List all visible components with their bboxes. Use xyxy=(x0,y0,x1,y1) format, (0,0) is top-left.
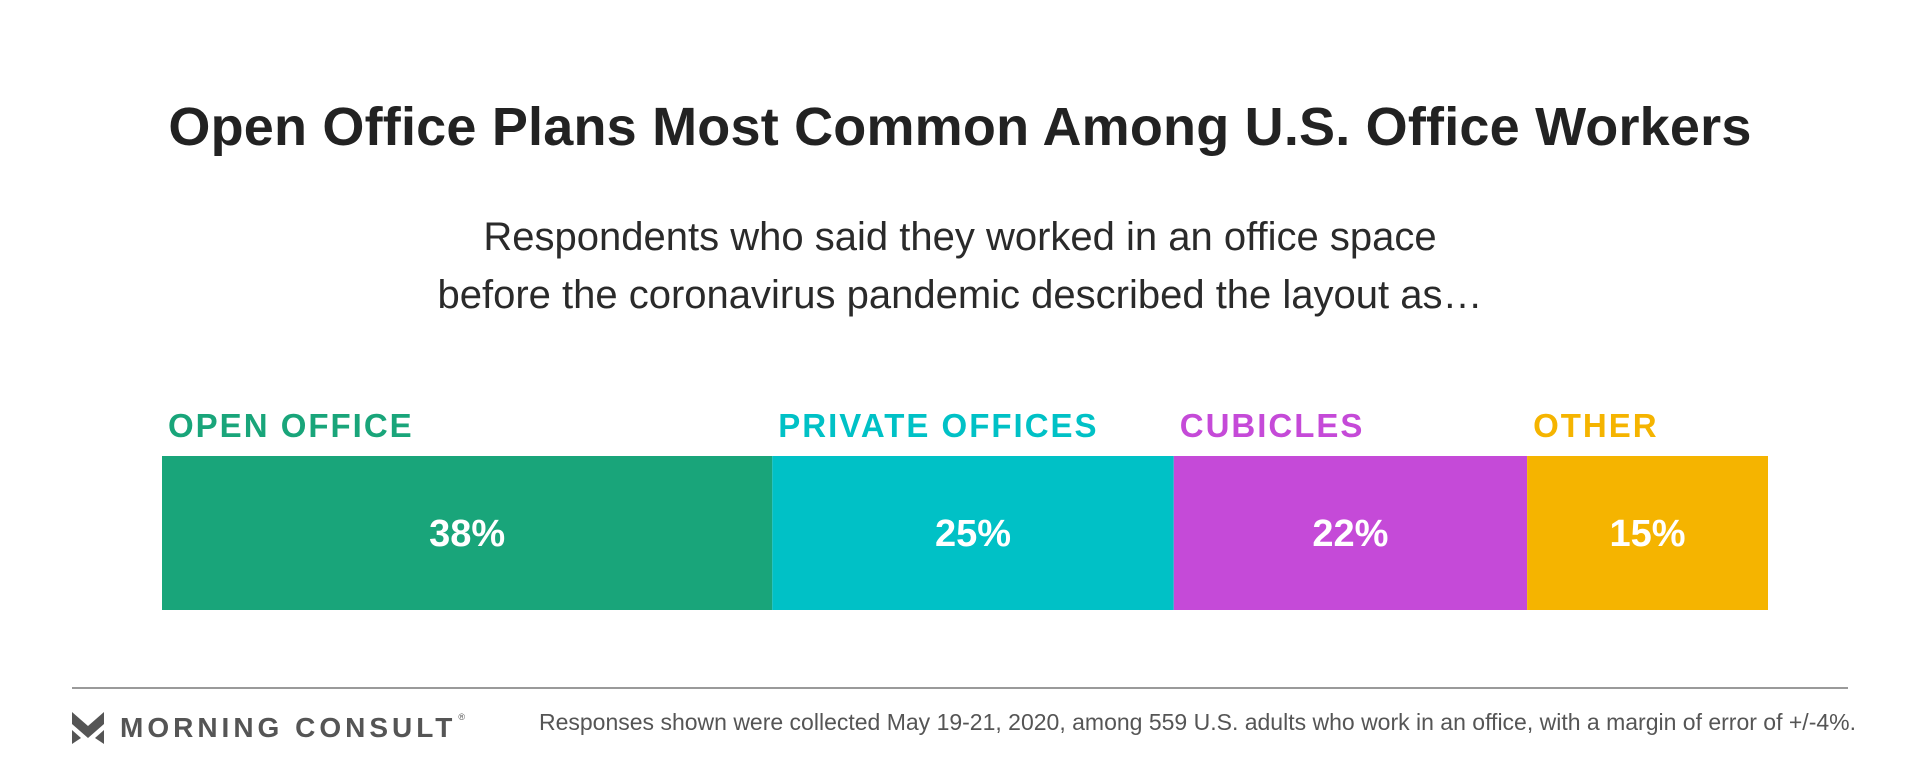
value-label-open-office: 38% xyxy=(429,513,505,555)
chart-title: Open Office Plans Most Common Among U.S.… xyxy=(168,97,1752,157)
footer-divider xyxy=(72,687,1848,689)
methodology-note: Responses shown were collected May 19-21… xyxy=(538,709,1856,735)
morning-consult-logo: MORNING CONSULT ® xyxy=(72,710,465,746)
bar-segment-private-offices xyxy=(772,456,1174,610)
category-label-cubicles: CUBICLES xyxy=(1180,407,1365,444)
subtitle-line-1: Respondents who said they worked in an o… xyxy=(483,215,1437,259)
registered-mark: ® xyxy=(458,712,465,722)
value-label-private-offices: 25% xyxy=(935,513,1011,555)
subtitle-line-2: before the coronavirus pandemic describe… xyxy=(437,273,1483,317)
category-label-open-office: OPEN OFFICE xyxy=(168,407,414,444)
bar-segment-open-office xyxy=(162,456,773,610)
bar-segment-cubicles xyxy=(1173,456,1528,610)
value-label-other: 15% xyxy=(1610,513,1686,555)
chart-subtitle: Respondents who said they worked in an o… xyxy=(0,208,1920,324)
morning-consult-chevron-icon xyxy=(72,712,104,744)
category-label-private-offices: PRIVATE OFFICES xyxy=(778,407,1098,444)
category-label-other: OTHER xyxy=(1533,407,1659,444)
brand-name: MORNING CONSULT xyxy=(120,712,457,743)
value-label-cubicles: 22% xyxy=(1312,513,1388,555)
bar-segment-other xyxy=(1527,456,1768,610)
